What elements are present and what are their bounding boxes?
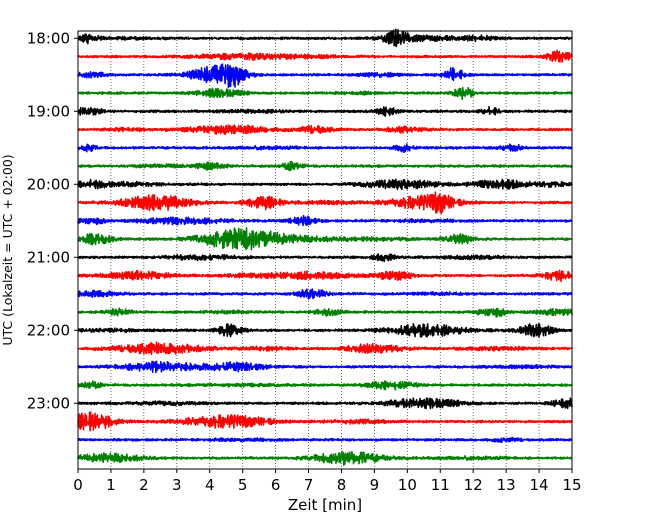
trace-row-1830 bbox=[77, 63, 573, 89]
grid-lines bbox=[110, 31, 540, 469]
x-tick-label: 1 bbox=[106, 476, 116, 494]
trace-row-2200 bbox=[77, 323, 573, 338]
trace-row-2030 bbox=[77, 214, 573, 227]
trace-row-2230 bbox=[77, 360, 573, 374]
trace-row-2130 bbox=[77, 288, 573, 300]
plot-frame bbox=[77, 30, 573, 470]
trace-row-1945 bbox=[77, 160, 573, 172]
trace-row-2115 bbox=[77, 269, 573, 283]
x-tick-label: 9 bbox=[370, 476, 380, 494]
trace-row-2100 bbox=[77, 253, 573, 263]
trace-row-2300 bbox=[77, 397, 573, 410]
x-tick-label: 5 bbox=[238, 476, 248, 494]
trace-row-2145 bbox=[77, 307, 573, 318]
y-axis-ticks: 18:00 19:00 20:00 21:00 22:00 23:00 bbox=[27, 29, 78, 412]
y-axis-label: UTC (Lokalzeit = UTC + 02:00) bbox=[0, 154, 15, 345]
trace-row-2345 bbox=[77, 450, 573, 466]
x-tick-label: 4 bbox=[205, 476, 215, 494]
trace-row-1915 bbox=[77, 124, 573, 136]
y-tick-label: 21:00 bbox=[27, 248, 70, 266]
x-axis-ticks: 0 1 2 3 4 5 6 7 8 9 10 11 12 13 14 15 bbox=[73, 469, 582, 494]
y-tick-label: 22:00 bbox=[27, 321, 70, 339]
trace-row-2245 bbox=[77, 380, 573, 391]
x-tick-label: 0 bbox=[73, 476, 83, 494]
x-tick-label: 13 bbox=[497, 476, 516, 494]
x-tick-label: 12 bbox=[464, 476, 483, 494]
x-tick-label: 7 bbox=[304, 476, 314, 494]
x-tick-label: 10 bbox=[398, 476, 417, 494]
trace-row-2015 bbox=[77, 191, 573, 215]
trace-row-1800 bbox=[77, 28, 573, 48]
trace-row-1930 bbox=[77, 143, 573, 154]
y-tick-label: 18:00 bbox=[27, 29, 70, 47]
x-tick-label: 14 bbox=[530, 476, 549, 494]
y-tick-label: 23:00 bbox=[27, 394, 70, 412]
trace-row-2000 bbox=[77, 178, 573, 191]
x-axis-label: Zeit [min] bbox=[288, 496, 362, 514]
y-tick-label: 20:00 bbox=[27, 175, 70, 193]
trace-row-2315 bbox=[77, 411, 573, 432]
y-tick-label: 19:00 bbox=[27, 102, 70, 120]
trace-rows bbox=[77, 28, 573, 466]
trace-row-1815 bbox=[77, 49, 573, 63]
trace-row-1845 bbox=[77, 86, 573, 101]
x-tick-label: 15 bbox=[562, 476, 581, 494]
x-tick-label: 3 bbox=[172, 476, 182, 494]
trace-row-2330 bbox=[77, 436, 573, 444]
x-tick-label: 2 bbox=[139, 476, 149, 494]
trace-row-2215 bbox=[77, 341, 573, 356]
trace-row-2045 bbox=[77, 227, 573, 251]
trace-row-1900 bbox=[77, 106, 573, 117]
x-tick-label: 11 bbox=[431, 476, 450, 494]
x-tick-label: 8 bbox=[337, 476, 347, 494]
x-tick-label: 6 bbox=[271, 476, 281, 494]
